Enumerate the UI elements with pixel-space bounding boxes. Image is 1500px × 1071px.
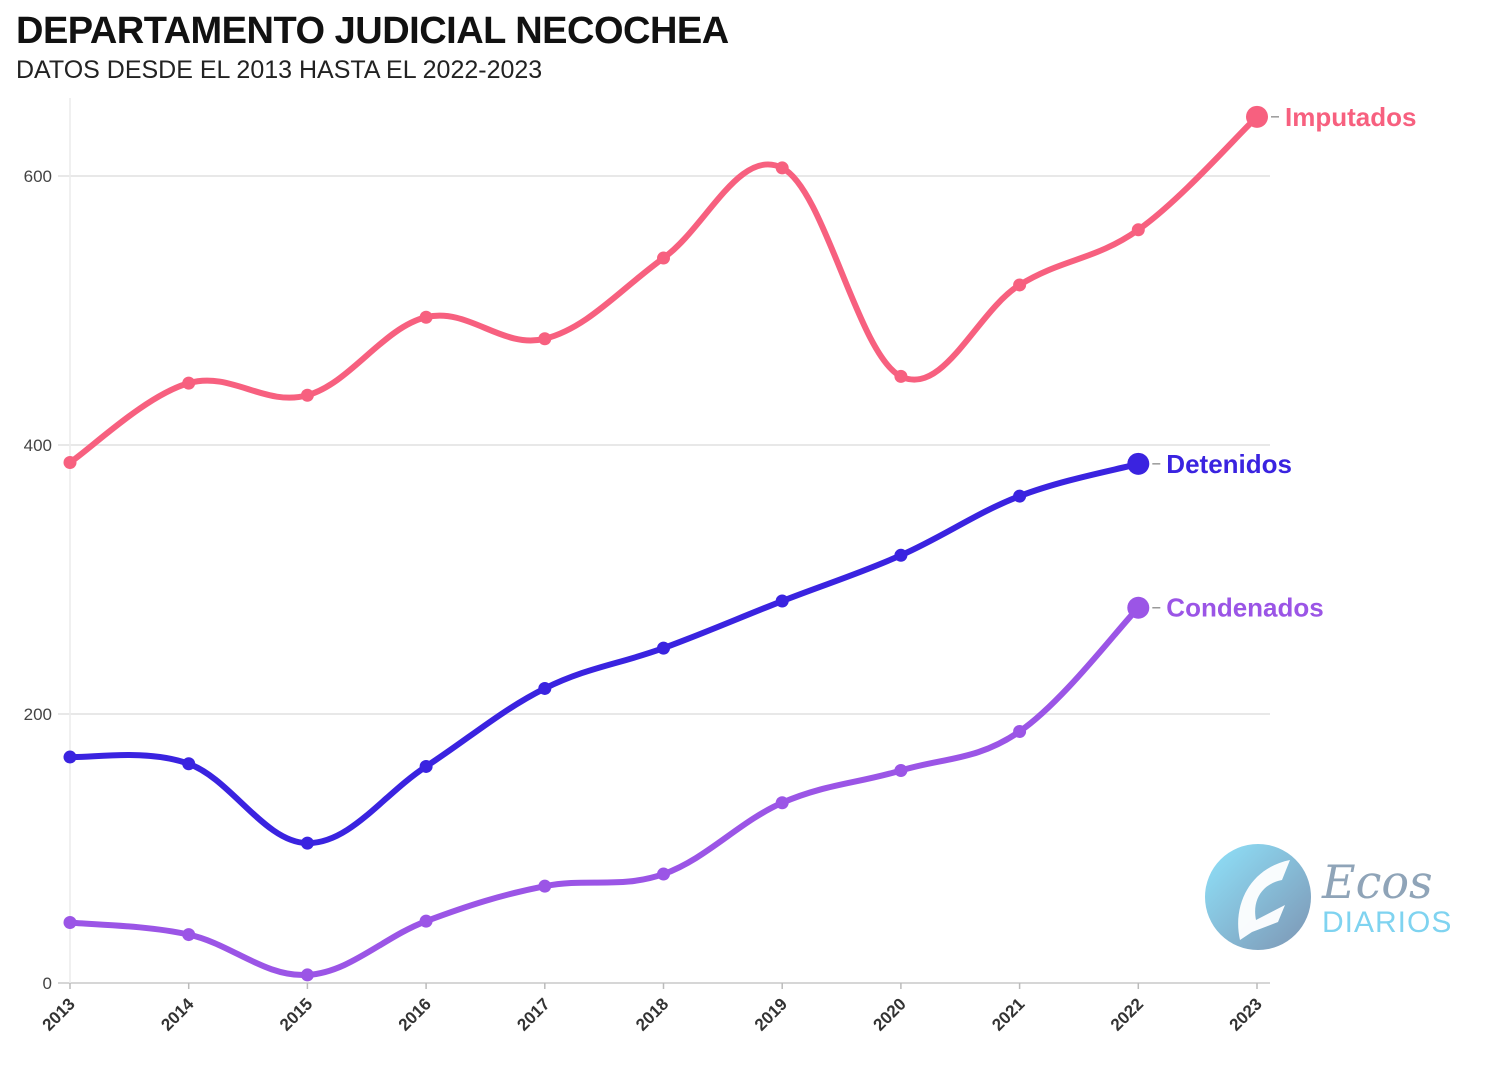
chart-subtitle: DATOS DESDE EL 2013 HASTA EL 2022-2023 — [16, 56, 543, 84]
data-point — [182, 376, 196, 390]
series-line — [67, 113, 1260, 466]
data-point — [538, 332, 552, 346]
data-point — [538, 681, 552, 695]
x-tick-label: 2020 — [870, 994, 910, 1034]
y-tick-label: 200 — [24, 705, 52, 724]
data-point — [1131, 223, 1145, 237]
data-point — [657, 867, 670, 881]
x-tick-label: 2018 — [632, 994, 672, 1034]
x-tick-label: 2023 — [1226, 994, 1266, 1034]
ecos-diarios-logo: Ecos DIARIOS — [1205, 844, 1452, 950]
series-label: Detenidos — [1166, 449, 1292, 479]
y-tick-label: 600 — [24, 167, 52, 186]
data-point — [775, 796, 789, 810]
data-point — [63, 915, 77, 929]
series-lines: Imputados Detenidos Condenados — [63, 102, 1416, 982]
x-axis-ticks: 2013 2014 2015 2016 2017 2018 2019 2020 2021 2022… — [39, 983, 1266, 1035]
logo-text-diarios: DIARIOS — [1322, 906, 1452, 939]
x-tick-label: 2013 — [39, 994, 79, 1034]
data-point — [419, 914, 433, 928]
data-point — [775, 594, 789, 608]
data-point — [1013, 278, 1027, 292]
x-tick-label: 2019 — [751, 994, 791, 1034]
data-point — [538, 879, 552, 893]
data-point — [894, 763, 908, 777]
x-tick-label: 2017 — [513, 994, 553, 1034]
series-end-point — [1246, 105, 1268, 128]
series-label: Condenados — [1166, 593, 1323, 623]
logo-swoosh-icon — [1238, 860, 1290, 940]
x-tick-label: 2022 — [1107, 994, 1147, 1034]
x-tick-label: 2021 — [988, 994, 1028, 1034]
y-axis-ticks: 0 200 400 600 — [24, 167, 52, 993]
data-point — [182, 757, 196, 771]
grid-lines — [58, 98, 1270, 984]
x-tick-label: 2016 — [395, 994, 435, 1034]
series-end-point — [1127, 596, 1150, 619]
chart-title: DEPARTAMENTO JUDICIAL NECOCHEA — [16, 10, 729, 52]
x-tick-label: 2014 — [157, 994, 198, 1035]
series-line — [67, 604, 1142, 978]
data-point — [894, 548, 908, 562]
y-tick-label: 400 — [24, 436, 52, 455]
data-point — [1013, 724, 1027, 738]
series-line — [67, 460, 1142, 847]
data-point — [1013, 489, 1027, 503]
data-point — [300, 968, 314, 982]
data-point — [300, 836, 314, 850]
data-point — [63, 750, 77, 764]
data-point — [894, 369, 908, 383]
data-point — [63, 455, 77, 469]
data-point — [419, 310, 433, 324]
y-tick-label: 0 — [43, 974, 52, 993]
series-end-point — [1127, 452, 1150, 475]
data-point — [300, 388, 314, 402]
data-point — [419, 759, 433, 773]
logo-text-ecos: Ecos — [1321, 855, 1433, 909]
series-detenidos: Detenidos — [63, 449, 1292, 850]
series-condenados: Condenados — [63, 593, 1324, 982]
data-point — [775, 161, 789, 175]
x-tick-label: 2015 — [276, 994, 316, 1034]
data-point — [657, 251, 670, 265]
data-point — [182, 928, 196, 942]
series-imputados: Imputados — [63, 102, 1416, 469]
data-point — [657, 641, 670, 655]
series-label: Imputados — [1285, 102, 1416, 132]
